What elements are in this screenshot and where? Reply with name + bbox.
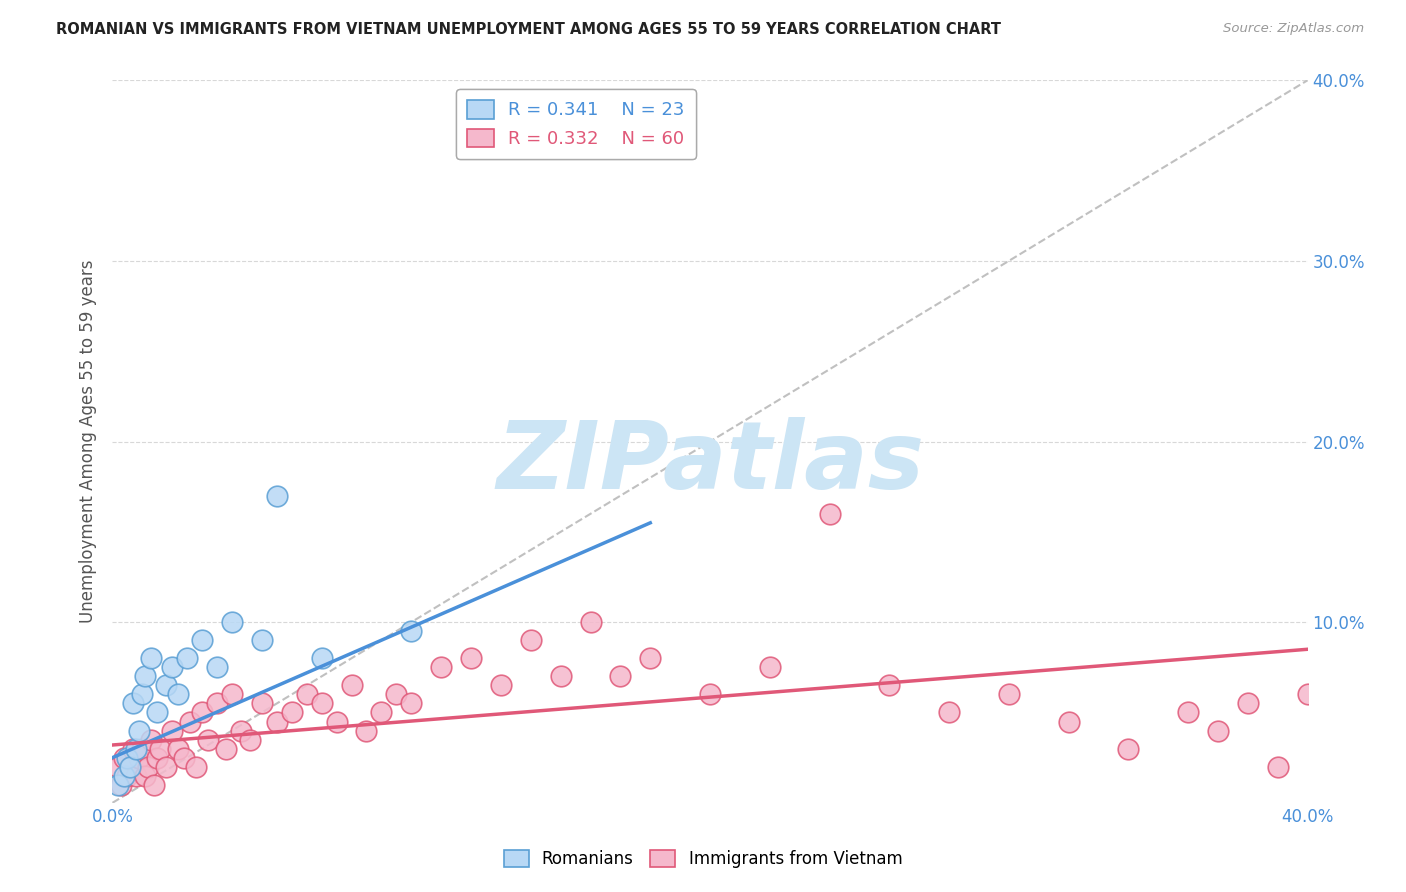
Point (117, 769, 139, 783)
Point (155, 678, 177, 692)
Point (141, 732, 163, 747)
Point (281, 706, 304, 720)
Point (221, 615, 243, 630)
Point (250, 697, 273, 711)
Point (239, 732, 262, 747)
Point (122, 741, 145, 756)
Point (879, 678, 901, 692)
Point (1237, 697, 1260, 711)
Point (141, 651, 163, 665)
Text: ZIPatlas: ZIPatlas (496, 417, 924, 509)
Point (197, 732, 219, 747)
Point (401, 624, 423, 639)
Point (1267, 760, 1289, 774)
Point (430, 660, 453, 674)
Point (385, 687, 408, 701)
Point (110, 778, 132, 792)
Legend: R = 0.341    N = 23, R = 0.332    N = 60: R = 0.341 N = 23, R = 0.332 N = 60 (456, 89, 696, 159)
Point (205, 660, 228, 674)
Point (401, 697, 423, 711)
Point (356, 723, 378, 738)
Point (1177, 706, 1199, 720)
Point (114, 769, 135, 783)
Point (295, 687, 318, 701)
Point (155, 760, 177, 774)
Point (460, 651, 482, 665)
Point (120, 760, 142, 774)
Point (176, 651, 198, 665)
Point (179, 714, 201, 729)
Point (221, 687, 243, 701)
Point (340, 678, 363, 692)
Point (215, 741, 238, 756)
Point (146, 706, 169, 720)
Point (125, 741, 148, 756)
Text: ROMANIAN VS IMMIGRANTS FROM VIETNAM UNEMPLOYMENT AMONG AGES 55 TO 59 YEARS CORRE: ROMANIAN VS IMMIGRANTS FROM VIETNAM UNEM… (56, 22, 1001, 37)
Point (146, 750, 169, 764)
Point (128, 723, 150, 738)
Point (266, 489, 288, 503)
Point (167, 741, 190, 756)
Point (229, 723, 252, 738)
Point (107, 760, 129, 774)
Point (186, 760, 208, 774)
Point (266, 714, 288, 729)
Legend: Romanians, Immigrants from Vietnam: Romanians, Immigrants from Vietnam (496, 843, 910, 875)
Point (938, 706, 960, 720)
Point (128, 750, 150, 764)
Point (1206, 723, 1229, 738)
Point (149, 741, 172, 756)
Point (120, 760, 142, 774)
Point (609, 669, 631, 683)
Y-axis label: Unemployment Among Ages 55 to 59 years: Unemployment Among Ages 55 to 59 years (79, 260, 97, 624)
Point (640, 651, 662, 665)
Point (250, 633, 273, 648)
Point (998, 687, 1021, 701)
Point (191, 706, 214, 720)
Point (818, 507, 841, 521)
Point (134, 769, 156, 783)
Point (162, 660, 183, 674)
Point (579, 615, 602, 630)
Point (1057, 714, 1080, 729)
Point (107, 778, 129, 792)
Point (191, 633, 214, 648)
Point (311, 697, 333, 711)
Point (125, 769, 148, 783)
Point (173, 750, 195, 764)
Point (114, 750, 135, 764)
Point (131, 687, 153, 701)
Point (1296, 687, 1319, 701)
Point (489, 128, 512, 142)
Point (759, 660, 782, 674)
Point (134, 669, 156, 683)
Point (167, 687, 190, 701)
Point (162, 723, 183, 738)
Point (325, 714, 347, 729)
Point (520, 633, 543, 648)
Point (699, 687, 721, 701)
Point (131, 741, 153, 756)
Text: Source: ZipAtlas.com: Source: ZipAtlas.com (1223, 22, 1364, 36)
Point (117, 750, 139, 764)
Point (122, 697, 145, 711)
Point (205, 697, 228, 711)
Point (143, 778, 166, 792)
Point (550, 669, 572, 683)
Point (370, 706, 392, 720)
Point (311, 651, 333, 665)
Point (489, 678, 512, 692)
Point (1118, 741, 1140, 756)
Point (138, 760, 160, 774)
